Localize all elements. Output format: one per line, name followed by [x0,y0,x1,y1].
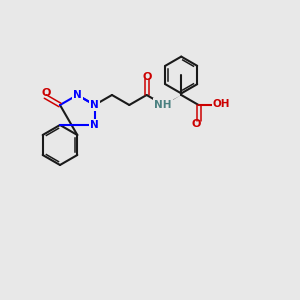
Text: NH: NH [154,100,172,110]
Polygon shape [168,101,170,103]
Text: O: O [42,88,51,98]
Text: N: N [73,90,82,100]
Polygon shape [177,96,179,98]
Text: O: O [143,71,152,82]
Polygon shape [172,99,175,100]
Polygon shape [170,100,173,101]
Polygon shape [166,102,168,104]
Polygon shape [164,103,166,105]
Text: N: N [90,120,99,130]
Text: N: N [90,100,99,110]
Polygon shape [175,98,177,99]
Text: OH: OH [213,99,230,109]
Text: O: O [192,119,201,129]
Polygon shape [179,95,181,96]
